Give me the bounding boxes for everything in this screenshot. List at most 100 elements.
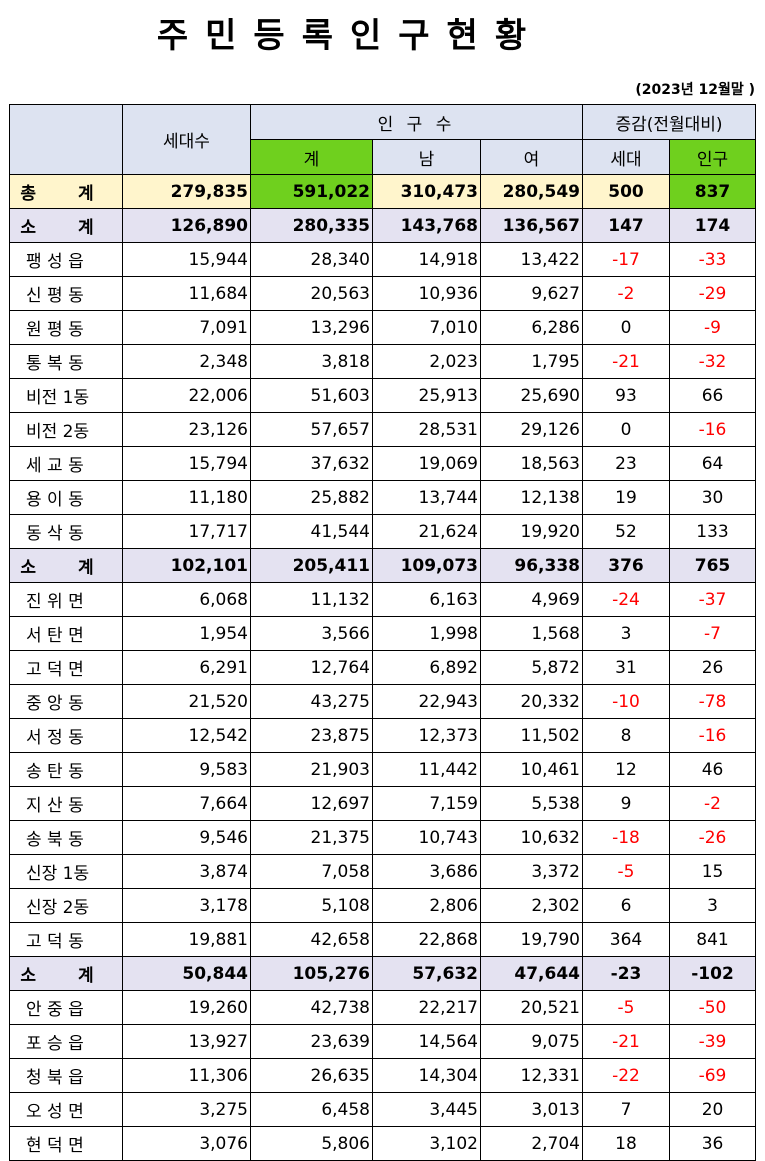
date-note: (2023년 12월말 ) bbox=[635, 82, 755, 98]
female-cell: 29,126 bbox=[480, 412, 583, 447]
table-row: 비전 2동 23,126 57,657 28,531 29,126 0 -16 bbox=[9, 412, 757, 447]
female-cell: 12,138 bbox=[480, 480, 583, 515]
header-change-population: 인구 bbox=[668, 139, 757, 175]
households-cell: 2,348 bbox=[122, 344, 251, 379]
population-total-cell: 43,275 bbox=[250, 684, 373, 719]
subtotal-row: 소 계 50,844 105,276 57,632 47,644 -23 -102 bbox=[9, 956, 757, 991]
female-cell: 10,632 bbox=[480, 820, 583, 855]
population-total-cell: 12,764 bbox=[250, 650, 373, 685]
change-population-cell: 3 bbox=[668, 888, 757, 923]
table-row: 송 북 동 9,546 21,375 10,743 10,632 -18 -26 bbox=[9, 820, 757, 855]
change-population-cell: 46 bbox=[668, 752, 757, 787]
change-population-cell: 64 bbox=[668, 446, 757, 481]
change-households-cell: 3 bbox=[582, 616, 670, 651]
male-cell: 25,913 bbox=[372, 378, 481, 413]
table-row: 포 승 읍 13,927 23,639 14,564 9,075 -21 -39 bbox=[9, 1024, 757, 1059]
change-population-cell: -16 bbox=[668, 412, 757, 447]
households-cell: 11,180 bbox=[122, 480, 251, 515]
female-cell: 1,795 bbox=[480, 344, 583, 379]
households-cell: 17,717 bbox=[122, 514, 251, 549]
households-cell: 11,306 bbox=[122, 1058, 251, 1093]
male-cell: 3,686 bbox=[372, 854, 481, 889]
population-total-cell: 11,132 bbox=[250, 582, 373, 617]
female-cell: 5,538 bbox=[480, 786, 583, 821]
table-row: 송 탄 동 9,583 21,903 11,442 10,461 12 46 bbox=[9, 752, 757, 787]
region-name-cell: 세 교 동 bbox=[9, 446, 123, 481]
population-total-cell: 3,566 bbox=[250, 616, 373, 651]
population-total-cell: 7,058 bbox=[250, 854, 373, 889]
population-total-cell: 280,335 bbox=[250, 208, 373, 243]
change-population-cell: -37 bbox=[668, 582, 757, 617]
households-cell: 9,546 bbox=[122, 820, 251, 855]
female-cell: 19,790 bbox=[480, 922, 583, 957]
change-population-cell: 837 bbox=[668, 174, 757, 209]
change-population-cell: -39 bbox=[668, 1024, 757, 1059]
table-body: 총 계 279,835 591,022 310,473 280,549 500 837 소 계… bbox=[9, 174, 757, 1161]
female-cell: 20,332 bbox=[480, 684, 583, 719]
table-row: 신장 2동 3,178 5,108 2,806 2,302 6 3 bbox=[9, 888, 757, 923]
change-households-cell: -21 bbox=[582, 1024, 670, 1059]
male-cell: 7,159 bbox=[372, 786, 481, 821]
female-cell: 5,872 bbox=[480, 650, 583, 685]
male-cell: 109,073 bbox=[372, 548, 481, 583]
region-name-cell: 서 탄 면 bbox=[9, 616, 123, 651]
male-cell: 11,442 bbox=[372, 752, 481, 787]
male-cell: 6,163 bbox=[372, 582, 481, 617]
population-total-cell: 12,697 bbox=[250, 786, 373, 821]
households-cell: 11,684 bbox=[122, 276, 251, 311]
change-population-cell: -29 bbox=[668, 276, 757, 311]
population-total-cell: 205,411 bbox=[250, 548, 373, 583]
table-row: 오 성 면 3,275 6,458 3,445 3,013 7 20 bbox=[9, 1092, 757, 1127]
male-cell: 2,806 bbox=[372, 888, 481, 923]
households-cell: 3,275 bbox=[122, 1092, 251, 1127]
header-change-households: 세대 bbox=[582, 139, 670, 175]
region-name-cell: 신 평 동 bbox=[9, 276, 123, 311]
population-total-cell: 6,458 bbox=[250, 1092, 373, 1127]
population-total-cell: 37,632 bbox=[250, 446, 373, 481]
female-cell: 3,372 bbox=[480, 854, 583, 889]
region-name-cell: 고 덕 동 bbox=[9, 922, 123, 957]
population-total-cell: 42,738 bbox=[250, 990, 373, 1025]
region-name-cell: 용 이 동 bbox=[9, 480, 123, 515]
table-row: 원 평 동 7,091 13,296 7,010 6,286 0 -9 bbox=[9, 310, 757, 345]
female-cell: 2,704 bbox=[480, 1126, 583, 1161]
change-households-cell: -17 bbox=[582, 242, 670, 277]
female-cell: 9,627 bbox=[480, 276, 583, 311]
change-households-cell: 147 bbox=[582, 208, 670, 243]
change-households-cell: 52 bbox=[582, 514, 670, 549]
male-cell: 19,069 bbox=[372, 446, 481, 481]
female-cell: 47,644 bbox=[480, 956, 583, 991]
change-households-cell: -24 bbox=[582, 582, 670, 617]
female-cell: 10,461 bbox=[480, 752, 583, 787]
table-row: 고 덕 동 19,881 42,658 22,868 19,790 364 841 bbox=[9, 922, 757, 957]
male-cell: 3,102 bbox=[372, 1126, 481, 1161]
change-population-cell: -7 bbox=[668, 616, 757, 651]
change-population-cell: -102 bbox=[668, 956, 757, 991]
change-population-cell: 30 bbox=[668, 480, 757, 515]
table-row: 서 정 동 12,542 23,875 12,373 11,502 8 -16 bbox=[9, 718, 757, 753]
female-cell: 136,567 bbox=[480, 208, 583, 243]
header-male: 남 bbox=[372, 139, 481, 175]
region-name-cell: 총 계 bbox=[9, 174, 123, 209]
region-name-cell: 송 탄 동 bbox=[9, 752, 123, 787]
region-name-cell: 청 북 읍 bbox=[9, 1058, 123, 1093]
households-cell: 3,178 bbox=[122, 888, 251, 923]
change-population-cell: -33 bbox=[668, 242, 757, 277]
change-households-cell: -18 bbox=[582, 820, 670, 855]
change-population-cell: 15 bbox=[668, 854, 757, 889]
change-households-cell: -21 bbox=[582, 344, 670, 379]
change-population-cell: -26 bbox=[668, 820, 757, 855]
female-cell: 3,013 bbox=[480, 1092, 583, 1127]
change-population-cell: -9 bbox=[668, 310, 757, 345]
header-female: 여 bbox=[480, 139, 583, 175]
change-population-cell: 133 bbox=[668, 514, 757, 549]
households-cell: 1,954 bbox=[122, 616, 251, 651]
male-cell: 143,768 bbox=[372, 208, 481, 243]
male-cell: 14,918 bbox=[372, 242, 481, 277]
change-population-cell: 66 bbox=[668, 378, 757, 413]
population-total-cell: 20,563 bbox=[250, 276, 373, 311]
male-cell: 12,373 bbox=[372, 718, 481, 753]
region-name-cell: 통 복 동 bbox=[9, 344, 123, 379]
change-households-cell: 376 bbox=[582, 548, 670, 583]
region-name-cell: 신장 1동 bbox=[9, 854, 123, 889]
